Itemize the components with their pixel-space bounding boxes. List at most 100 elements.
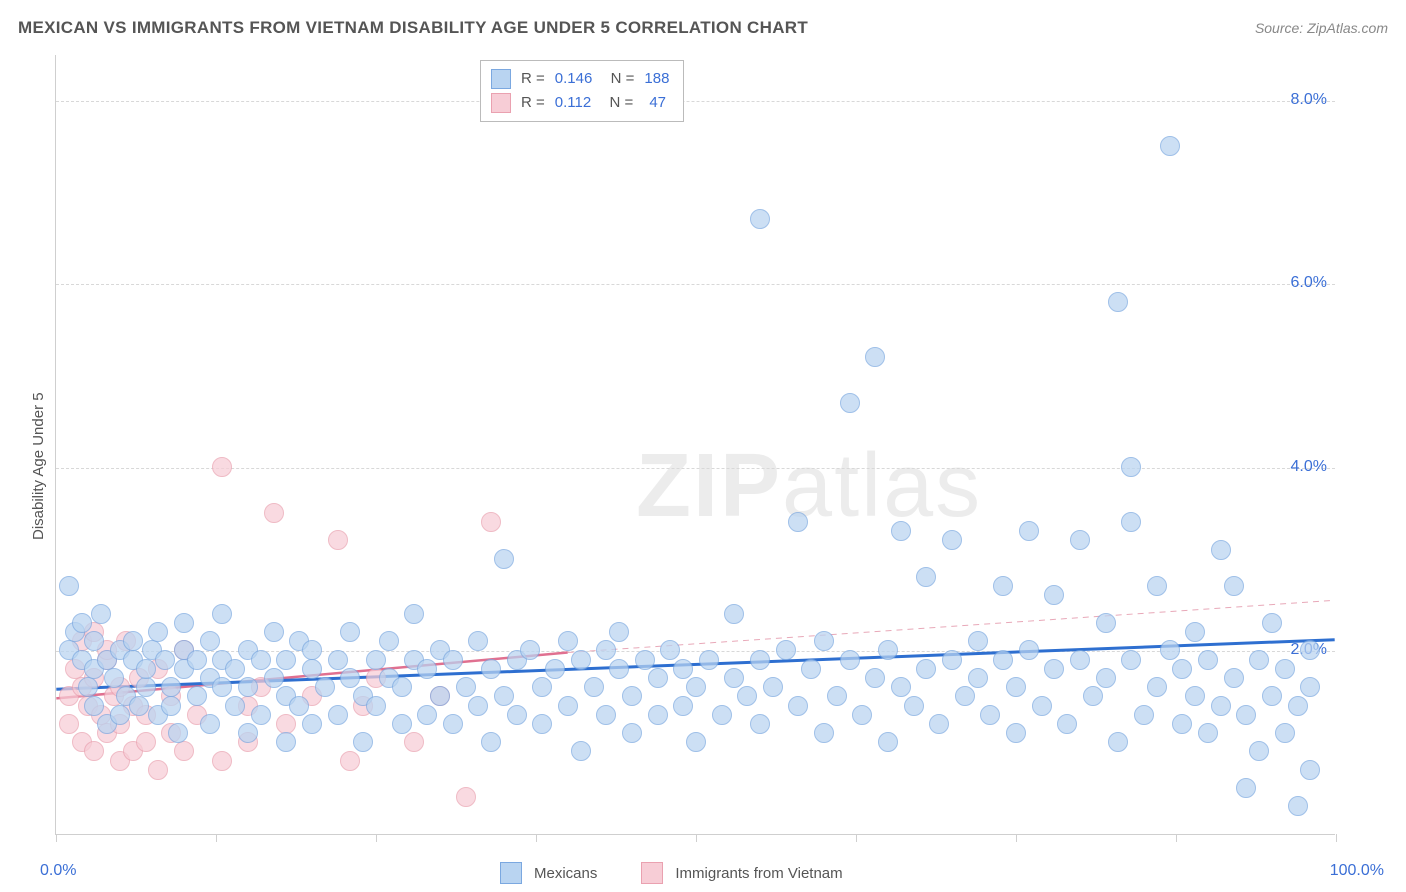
- data-point: [916, 567, 936, 587]
- data-point: [929, 714, 949, 734]
- data-point: [225, 659, 245, 679]
- data-point: [1224, 576, 1244, 596]
- data-point: [1211, 696, 1231, 716]
- data-point: [1300, 640, 1320, 660]
- data-point: [622, 686, 642, 706]
- data-point: [315, 677, 335, 697]
- data-point: [1070, 530, 1090, 550]
- x-axis-min-label: 0.0%: [40, 862, 76, 880]
- data-point: [187, 686, 207, 706]
- data-point: [1096, 668, 1116, 688]
- data-point: [1121, 512, 1141, 532]
- data-point: [276, 732, 296, 752]
- data-point: [456, 677, 476, 697]
- data-point: [91, 604, 111, 624]
- data-point: [187, 650, 207, 670]
- data-point: [750, 714, 770, 734]
- data-point: [750, 650, 770, 670]
- data-point: [129, 696, 149, 716]
- data-point: [532, 714, 552, 734]
- legend-label-vietnam: Immigrants from Vietnam: [675, 865, 842, 882]
- data-point: [968, 668, 988, 688]
- y-axis-label: Disability Age Under 5: [30, 392, 47, 540]
- data-point: [1288, 696, 1308, 716]
- data-point: [481, 659, 501, 679]
- data-point: [155, 650, 175, 670]
- data-point: [110, 705, 130, 725]
- swatch-vietnam-bottom: [641, 862, 663, 884]
- data-point: [904, 696, 924, 716]
- y-tick-label: 4.0%: [1291, 458, 1327, 476]
- data-point: [1083, 686, 1103, 706]
- data-point: [251, 650, 271, 670]
- data-point: [686, 677, 706, 697]
- data-point: [1044, 585, 1064, 605]
- swatch-mexicans-bottom: [500, 862, 522, 884]
- data-point: [225, 696, 245, 716]
- data-point: [1070, 650, 1090, 670]
- data-point: [840, 650, 860, 670]
- x-tick: [1176, 834, 1177, 842]
- data-point: [660, 640, 680, 660]
- data-point: [340, 668, 360, 688]
- data-point: [136, 677, 156, 697]
- data-point: [1275, 659, 1295, 679]
- data-point: [238, 723, 258, 743]
- data-point: [456, 787, 476, 807]
- data-point: [289, 696, 309, 716]
- data-point: [353, 732, 373, 752]
- data-point: [1236, 778, 1256, 798]
- data-point: [366, 650, 386, 670]
- watermark: ZIPatlas: [636, 435, 982, 538]
- data-point: [264, 503, 284, 523]
- data-point: [328, 650, 348, 670]
- swatch-vietnam: [491, 93, 511, 113]
- data-point: [596, 705, 616, 725]
- data-point: [200, 631, 220, 651]
- x-axis-max-label: 100.0%: [1330, 862, 1384, 880]
- data-point: [1019, 521, 1039, 541]
- data-point: [1108, 292, 1128, 312]
- data-point: [891, 677, 911, 697]
- data-point: [84, 696, 104, 716]
- y-tick-label: 6.0%: [1291, 274, 1327, 292]
- data-point: [596, 640, 616, 660]
- data-point: [443, 714, 463, 734]
- r-value-vietnam: 0.112: [555, 91, 591, 115]
- data-point: [1121, 650, 1141, 670]
- data-point: [1275, 723, 1295, 743]
- data-point: [59, 576, 79, 596]
- data-point: [673, 696, 693, 716]
- data-point: [776, 640, 796, 660]
- x-tick: [1336, 834, 1337, 842]
- data-point: [852, 705, 872, 725]
- n-value-vietnam: 47: [643, 91, 666, 115]
- data-point: [417, 659, 437, 679]
- data-point: [1108, 732, 1128, 752]
- data-point: [763, 677, 783, 697]
- data-point: [1236, 705, 1256, 725]
- data-point: [1006, 677, 1026, 697]
- data-point: [1300, 760, 1320, 780]
- data-point: [788, 696, 808, 716]
- data-point: [788, 512, 808, 532]
- x-tick: [696, 834, 697, 842]
- legend-row-mexicans: R = 0.146 N = 188: [491, 67, 669, 91]
- data-point: [648, 705, 668, 725]
- data-point: [481, 512, 501, 532]
- data-point: [814, 723, 834, 743]
- data-point: [1185, 622, 1205, 642]
- data-point: [673, 659, 693, 679]
- data-point: [878, 640, 898, 660]
- data-point: [468, 631, 488, 651]
- data-point: [1147, 576, 1167, 596]
- data-point: [1172, 659, 1192, 679]
- data-point: [724, 604, 744, 624]
- data-point: [699, 650, 719, 670]
- data-point: [1198, 723, 1218, 743]
- data-point: [379, 631, 399, 651]
- data-point: [1198, 650, 1218, 670]
- data-point: [584, 677, 604, 697]
- data-point: [827, 686, 847, 706]
- data-point: [302, 714, 322, 734]
